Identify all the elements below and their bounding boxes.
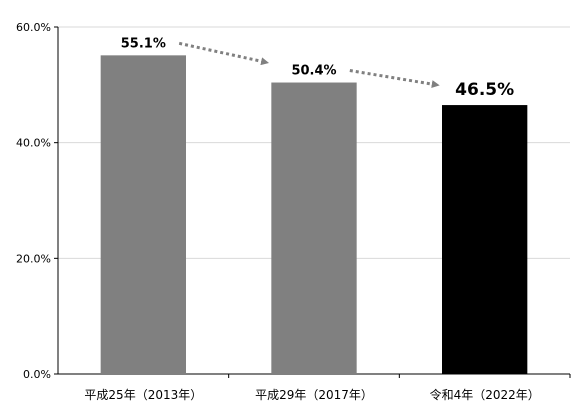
data-label: 50.4% bbox=[291, 64, 336, 79]
x-tick-label: 平成29年（2017年） bbox=[255, 388, 373, 402]
trend-arrow bbox=[349, 69, 440, 89]
data-label: 55.1% bbox=[121, 36, 166, 51]
bar bbox=[271, 82, 357, 375]
trend-arrow bbox=[178, 41, 270, 66]
bar bbox=[442, 105, 528, 374]
y-tick-label: 40.0% bbox=[16, 137, 51, 150]
x-tick-label: 令和4年（2022年） bbox=[430, 387, 540, 402]
labels: 0.0% 20.0% 40.0% 60.0% 平成25年（2013年） 55.1% 平成29… bbox=[16, 21, 540, 402]
data-label: 46.5% bbox=[455, 80, 514, 100]
y-tick-label: 20.0% bbox=[16, 252, 51, 265]
trend-arrows bbox=[178, 41, 440, 89]
bars bbox=[100, 55, 528, 375]
y-tick-label: 60.0% bbox=[16, 21, 51, 34]
y-tick-label: 0.0% bbox=[23, 368, 51, 381]
x-tick-label: 平成25年（2013年） bbox=[84, 388, 202, 402]
bar bbox=[100, 55, 186, 375]
